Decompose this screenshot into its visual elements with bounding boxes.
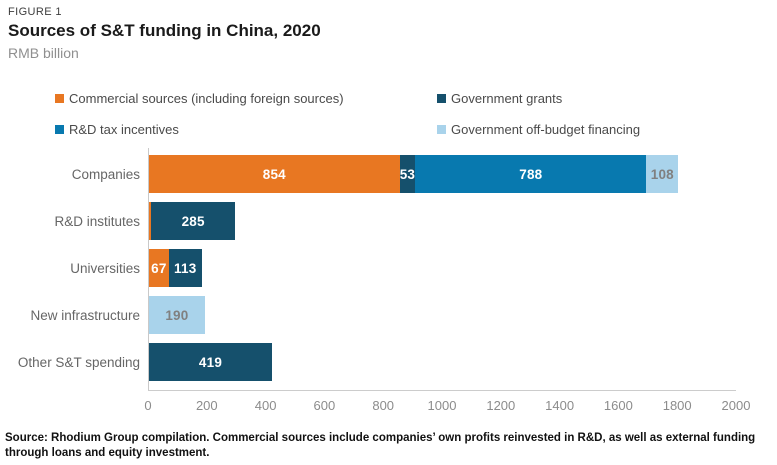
x-axis: 0 200 400 600 800 1000 1200 1400 1600 1800 2000	[144, 398, 750, 414]
bar-segment-tax: 788	[415, 155, 647, 193]
bar-row: Other S&T spending 419	[18, 343, 736, 381]
figure-label: FIGURE 1	[8, 6, 62, 18]
bar-row: New infrastructure 190	[30, 296, 736, 334]
x-tick-label: 1800	[662, 398, 692, 413]
legend-label: R&D tax incentives	[69, 122, 179, 137]
legend-item-tax: R&D tax incentives	[55, 122, 437, 137]
value-label: 67	[151, 260, 167, 276]
category-label: New infrastructure	[30, 307, 140, 323]
x-tick-label: 1400	[545, 398, 575, 413]
legend-swatch-commercial	[55, 94, 64, 103]
value-label: 788	[519, 166, 543, 182]
bar-segment-commercial	[149, 202, 152, 240]
bar-track: 285	[149, 202, 736, 240]
value-label: 108	[650, 166, 674, 182]
legend-label: Government off-budget financing	[451, 122, 641, 137]
bar-segment-grants: 285	[151, 202, 235, 240]
x-tick-label: 2000	[721, 398, 751, 413]
bar-segment-grants: 53	[399, 155, 416, 193]
value-label: 190	[165, 307, 189, 323]
bar-track: 67 113	[149, 249, 736, 287]
legend-label: Commercial sources (including foreign so…	[69, 91, 344, 106]
bar-chart-plot-area: Companies 854 53 788 108 R&D institutes 285 Uni…	[18, 148, 736, 391]
value-label: 285	[181, 213, 205, 229]
legend: Commercial sources (including foreign so…	[55, 91, 725, 137]
legend-swatch-tax	[55, 125, 64, 134]
figure-header: FIGURE 1 Sources of S&T funding in China…	[8, 6, 321, 61]
bar-row: Companies 854 53 788 108	[72, 155, 736, 193]
bar-segment-grants: 419	[149, 343, 272, 381]
x-tick-label: 200	[195, 398, 218, 413]
value-label: 419	[198, 354, 223, 370]
x-tick-label: 1600	[603, 398, 633, 413]
bar-track: 419	[149, 343, 736, 381]
bar-segment-offbudget: 108	[646, 155, 679, 193]
category-label: Companies	[71, 166, 140, 182]
x-tick-label: 400	[254, 398, 277, 413]
bar-track: 854 53 788 108	[149, 155, 736, 193]
x-tick-label: 800	[372, 398, 395, 413]
bar-segment-commercial: 854	[149, 155, 400, 193]
value-label: 113	[174, 260, 197, 276]
bar-segment-offbudget: 190	[149, 296, 205, 334]
x-tick-label: 1200	[486, 398, 516, 413]
legend-swatch-grants	[437, 94, 446, 103]
x-tick-label: 0	[144, 398, 152, 413]
value-label: 854	[262, 166, 286, 182]
legend-label: Government grants	[451, 91, 563, 106]
category-label: R&D institutes	[54, 213, 140, 229]
category-label: Other S&T spending	[17, 354, 140, 370]
bar-track: 190	[149, 296, 736, 334]
chart-title: Sources of S&T funding in China, 2020	[8, 21, 321, 40]
legend-item-commercial: Commercial sources (including foreign so…	[55, 91, 437, 106]
legend-item-grants: Government grants	[437, 91, 725, 106]
bar-row: Universities 67 113	[70, 249, 736, 287]
category-label: Universities	[70, 260, 140, 276]
bar-segment-grants: 113	[168, 249, 202, 287]
bar-segment-commercial: 67	[149, 249, 169, 287]
x-tick-label: 1000	[427, 398, 457, 413]
bar-row: R&D institutes 285	[54, 202, 736, 240]
chart-subtitle: RMB billion	[8, 45, 79, 61]
legend-swatch-offbudget	[437, 125, 446, 134]
value-label: 53	[399, 166, 416, 182]
legend-item-offbudget: Government off-budget financing	[437, 122, 725, 137]
source-note: Source: Rhodium Group compilation. Comme…	[5, 432, 756, 459]
x-tick-label: 600	[313, 398, 336, 413]
